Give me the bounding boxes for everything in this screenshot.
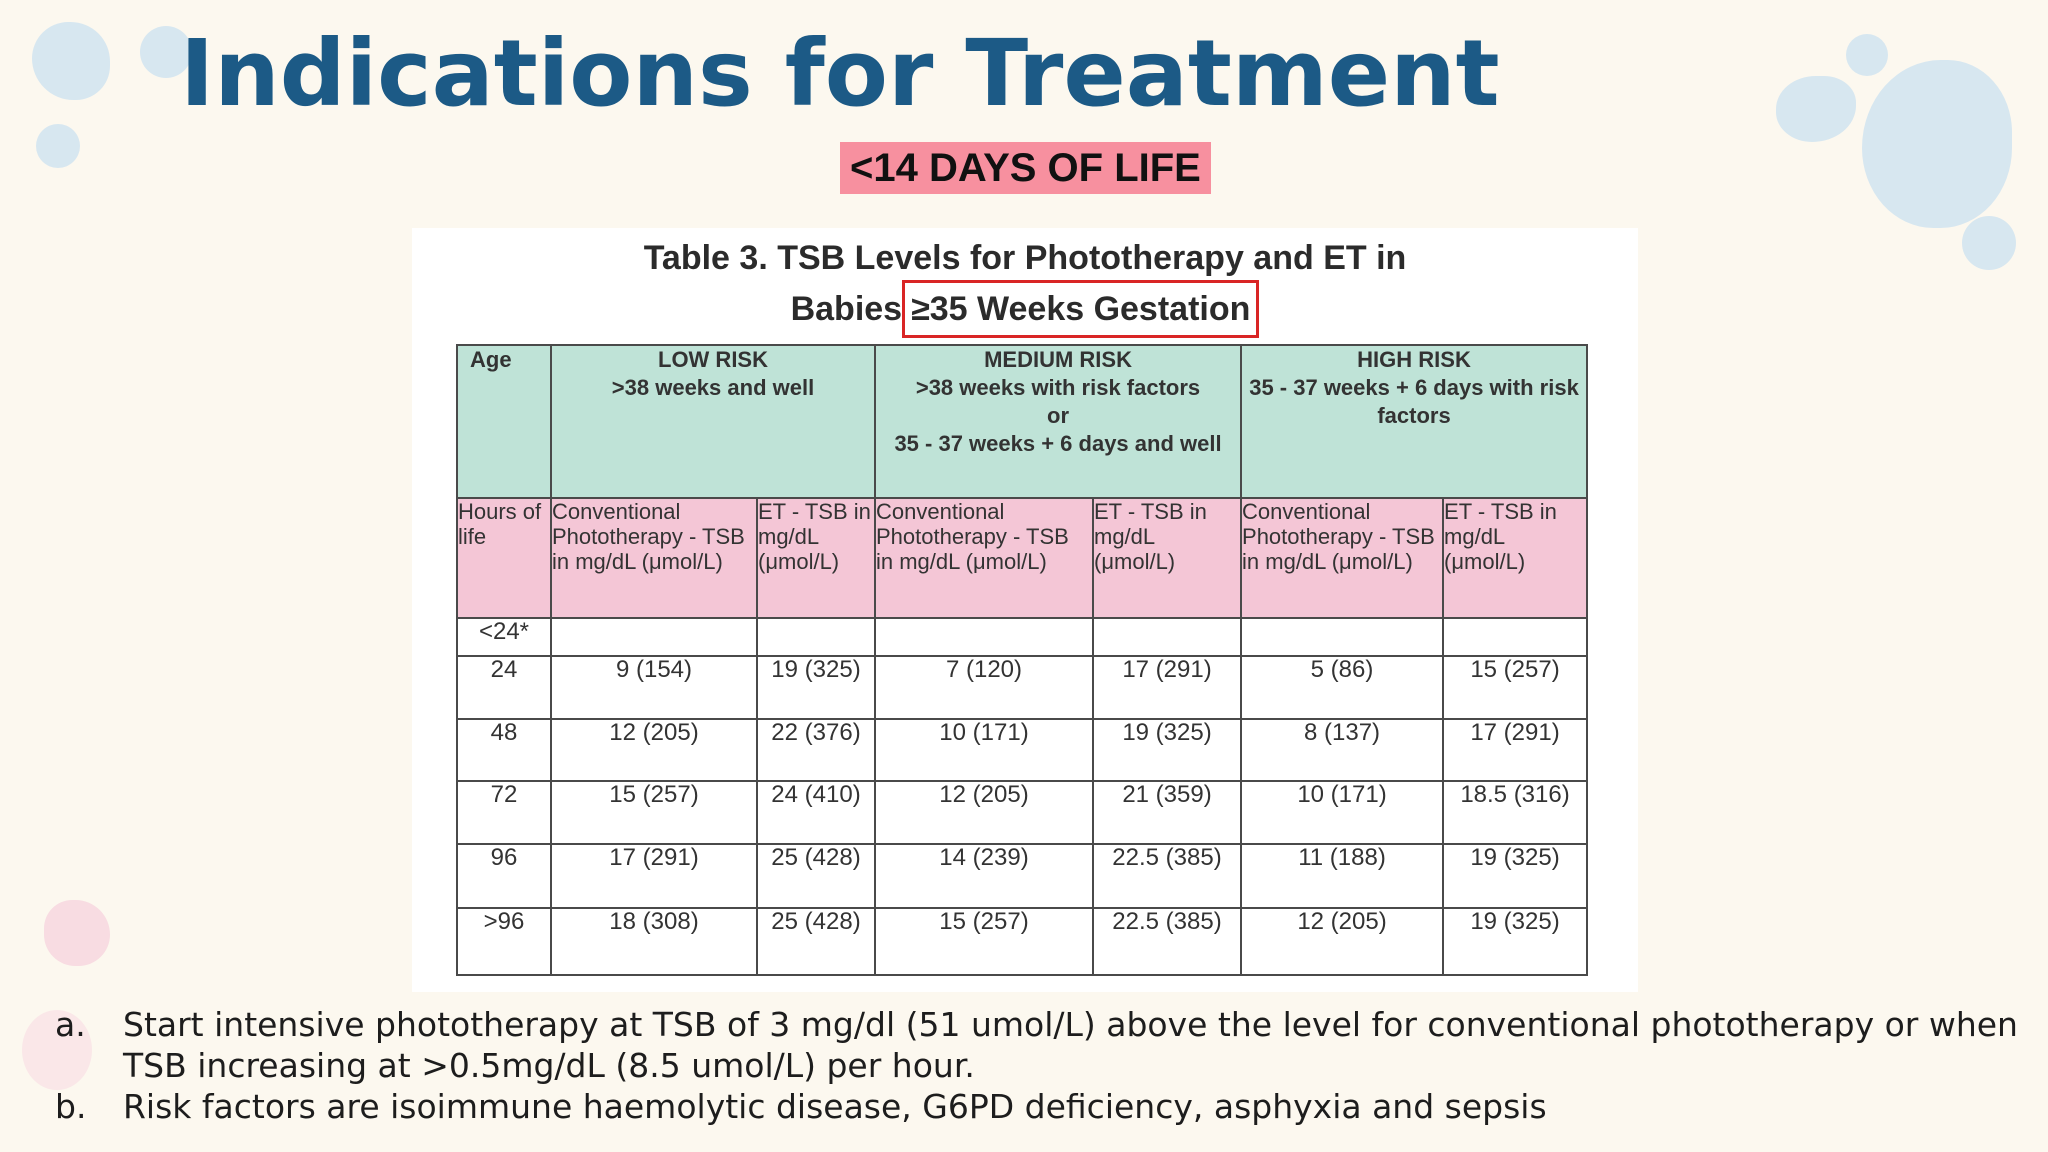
table-caption-prefix: Babies bbox=[790, 290, 903, 328]
footnote-marker: b. bbox=[55, 1087, 87, 1126]
cell-med-conv: 14 (239) bbox=[874, 842, 1094, 910]
table-row: 72 15 (257) 24 (410) 12 (205) 21 (359) 1… bbox=[456, 780, 1589, 845]
cell-high-conv: 12 (205) bbox=[1240, 907, 1445, 976]
cell-med-et bbox=[1091, 616, 1243, 657]
footnote-marker: a. bbox=[55, 1005, 86, 1044]
cell-high-conv: 8 (137) bbox=[1240, 717, 1445, 783]
cell-med-et: 17 (291) bbox=[1091, 654, 1243, 720]
cell-high-conv: 5 (86) bbox=[1240, 654, 1445, 720]
low-risk-desc: >38 weeks and well bbox=[611, 375, 815, 400]
table-row: 24 9 (154) 19 (325) 7 (120) 17 (291) 5 (… bbox=[456, 654, 1589, 720]
table-row: 48 12 (205) 22 (376) 10 (171) 19 (325) 8… bbox=[456, 717, 1589, 783]
cell-high-conv: 11 (188) bbox=[1240, 842, 1445, 910]
table-row: 96 17 (291) 25 (428) 14 (239) 22.5 (385)… bbox=[456, 842, 1589, 910]
table-row: >96 18 (308) 25 (428) 15 (257) 22.5 (385… bbox=[456, 907, 1589, 976]
cell-med-conv: 15 (257) bbox=[874, 907, 1094, 976]
header-low-risk: LOW RISK >38 weeks and well bbox=[550, 343, 876, 500]
high-risk-title: HIGH RISK bbox=[1357, 347, 1471, 372]
high-risk-desc: 35 - 37 weeks + 6 days with risk factors bbox=[1249, 375, 1579, 428]
decor-blob bbox=[1846, 34, 1888, 76]
cell-med-conv: 12 (205) bbox=[874, 780, 1094, 845]
decor-blob bbox=[1962, 216, 2016, 270]
tsb-levels-table: Age LOW RISK >38 weeks and well MEDIUM R… bbox=[456, 343, 1589, 976]
decor-blob bbox=[140, 26, 192, 78]
decor-blob bbox=[22, 1010, 92, 1090]
table-caption-boxed: ≥35 Weeks Gestation bbox=[902, 280, 1260, 338]
cell-low-et: 19 (325) bbox=[756, 654, 876, 720]
cell-high-conv: 10 (171) bbox=[1240, 780, 1445, 845]
decor-blob bbox=[32, 22, 110, 100]
cell-age: 96 bbox=[456, 842, 552, 910]
footnote-text: Start intensive phototherapy at TSB of 3… bbox=[123, 1005, 2018, 1085]
cell-med-et: 21 (359) bbox=[1091, 780, 1243, 845]
cell-low-conv bbox=[550, 616, 758, 657]
decor-blob bbox=[1862, 60, 2012, 228]
cell-high-et: 19 (325) bbox=[1442, 842, 1589, 910]
header-age: Age bbox=[456, 343, 552, 500]
header-row-risk: Age LOW RISK >38 weeks and well MEDIUM R… bbox=[456, 343, 1589, 500]
cell-low-et: 22 (376) bbox=[756, 717, 876, 783]
cell-low-conv: 17 (291) bbox=[550, 842, 758, 910]
header-high-risk: HIGH RISK 35 - 37 weeks + 6 days with ri… bbox=[1240, 343, 1589, 500]
cell-med-et: 22.5 (385) bbox=[1091, 907, 1243, 976]
table-row: <24* bbox=[456, 616, 1589, 657]
slide-subtitle-highlight: <14 DAYS OF LIFE bbox=[840, 142, 1211, 194]
footnote-item: b. Risk factors are isoimmune haemolytic… bbox=[55, 1086, 2035, 1127]
cell-low-et bbox=[756, 616, 876, 657]
cell-high-et: 17 (291) bbox=[1442, 717, 1589, 783]
cell-age: >96 bbox=[456, 907, 552, 976]
cell-age: 72 bbox=[456, 780, 552, 845]
cell-high-conv bbox=[1240, 616, 1445, 657]
decor-blob bbox=[1776, 76, 1856, 142]
cell-low-et: 25 (428) bbox=[756, 842, 876, 910]
cell-high-et: 19 (325) bbox=[1442, 907, 1589, 976]
header-row-measure: Hours of life Conventional Phototherapy … bbox=[456, 497, 1589, 619]
header-low-et: ET - TSB in mg/dL (μmol/L) bbox=[756, 497, 876, 619]
table-caption-line1: Table 3. TSB Levels for Phototherapy and… bbox=[643, 239, 1407, 277]
slide-title: Indications for Treatment bbox=[180, 20, 1500, 127]
cell-med-conv: 10 (171) bbox=[874, 717, 1094, 783]
cell-low-conv: 9 (154) bbox=[550, 654, 758, 720]
header-high-et: ET - TSB in mg/dL (μmol/L) bbox=[1442, 497, 1589, 619]
cell-med-et: 19 (325) bbox=[1091, 717, 1243, 783]
cell-age: 24 bbox=[456, 654, 552, 720]
cell-age: 48 bbox=[456, 717, 552, 783]
header-hours-of-life: Hours of life bbox=[456, 497, 552, 619]
cell-high-et: 18.5 (316) bbox=[1442, 780, 1589, 845]
medium-risk-desc2: 35 - 37 weeks + 6 days and well bbox=[894, 431, 1222, 456]
header-medium-risk: MEDIUM RISK >38 weeks with risk factors … bbox=[873, 343, 1243, 500]
medium-risk-title: MEDIUM RISK bbox=[984, 347, 1132, 372]
cell-low-conv: 18 (308) bbox=[550, 907, 758, 976]
cell-med-conv bbox=[874, 616, 1094, 657]
table-caption-line2: Babies ≥35 Weeks Gestation bbox=[412, 280, 1638, 338]
decor-blob bbox=[44, 900, 110, 966]
decor-blob bbox=[36, 124, 80, 168]
table-image-card: Table 3. TSB Levels for Phototherapy and… bbox=[412, 228, 1638, 992]
cell-low-conv: 12 (205) bbox=[550, 717, 758, 783]
cell-low-et: 25 (428) bbox=[756, 907, 876, 976]
medium-risk-desc1: >38 weeks with risk factors bbox=[915, 375, 1201, 400]
cell-age: <24* bbox=[456, 616, 552, 657]
footnote-item: a. Start intensive phototherapy at TSB o… bbox=[55, 1004, 2035, 1086]
low-risk-title: LOW RISK bbox=[658, 347, 768, 372]
cell-low-et: 24 (410) bbox=[756, 780, 876, 845]
table-caption: Table 3. TSB Levels for Phototherapy and… bbox=[412, 236, 1638, 338]
cell-low-conv: 15 (257) bbox=[550, 780, 758, 845]
header-low-conventional: Conventional Phototherapy - TSB in mg/dL… bbox=[550, 497, 758, 619]
medium-risk-or: or bbox=[1047, 403, 1069, 428]
footnotes: a. Start intensive phototherapy at TSB o… bbox=[55, 1004, 2035, 1127]
header-medium-et: ET - TSB in mg/dL (μmol/L) bbox=[1091, 497, 1243, 619]
cell-med-et: 22.5 (385) bbox=[1091, 842, 1243, 910]
header-high-conventional: Conventional Phototherapy - TSB in mg/dL… bbox=[1240, 497, 1445, 619]
cell-high-et bbox=[1442, 616, 1589, 657]
cell-med-conv: 7 (120) bbox=[874, 654, 1094, 720]
cell-high-et: 15 (257) bbox=[1442, 654, 1589, 720]
footnote-text: Risk factors are isoimmune haemolytic di… bbox=[123, 1087, 1547, 1126]
header-medium-conventional: Conventional Phototherapy - TSB in mg/dL… bbox=[874, 497, 1094, 619]
